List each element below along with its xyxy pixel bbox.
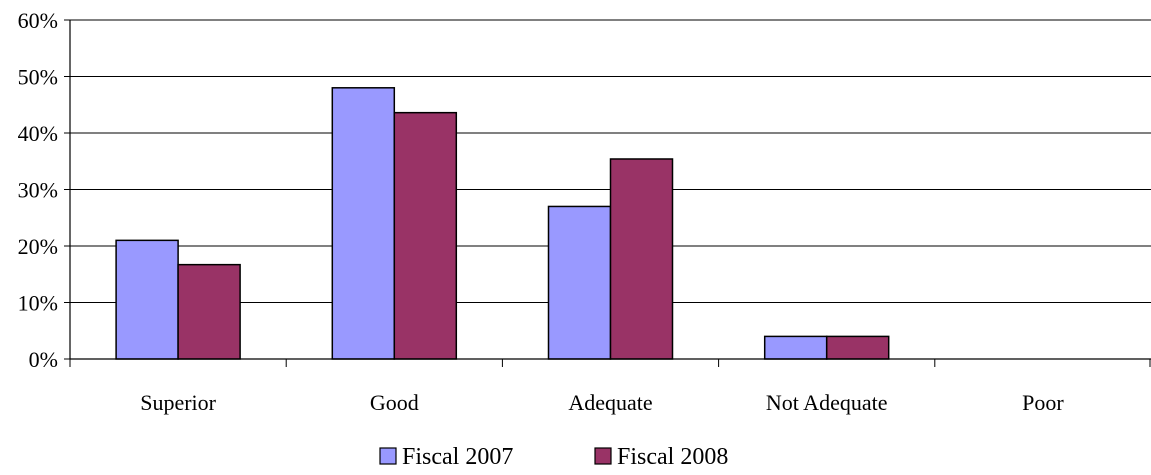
bar-fiscal-2007 — [115, 239, 179, 360]
legend: Fiscal 2007 Fiscal 2008 — [379, 444, 728, 470]
bar-fiscal-2008 — [825, 335, 890, 360]
legend-swatch — [379, 447, 397, 465]
axes — [69, 20, 1151, 367]
x-axis-labels: Superior Good Adequate Not Adequate Poor — [140, 390, 1064, 415]
bar-fiscal-2007 — [547, 205, 612, 360]
x-tick-label: Adequate — [568, 390, 652, 415]
bar-fiscal-2007 — [763, 335, 828, 360]
bar-fiscal-2008 — [393, 111, 458, 360]
legend-label: Fiscal 2008 — [617, 444, 728, 470]
y-tick-label: 0% — [29, 347, 58, 372]
y-tick-label: 20% — [18, 234, 58, 259]
bar-fiscal-2008 — [609, 158, 674, 360]
bars — [115, 87, 890, 360]
bar-fiscal-2008 — [177, 263, 241, 360]
y-tick-label: 40% — [18, 121, 58, 146]
x-tick-label: Poor — [1022, 390, 1064, 415]
y-tick-label: 10% — [18, 291, 58, 316]
x-tick-label: Not Adequate — [766, 390, 888, 415]
bar-fiscal-2007 — [331, 87, 396, 360]
x-tick-label: Superior — [140, 390, 216, 415]
y-tick-label: 30% — [18, 178, 58, 203]
y-tick-label: 60% — [18, 8, 58, 33]
legend-label: Fiscal 2007 — [402, 444, 513, 470]
y-tick-label: 50% — [18, 65, 58, 90]
legend-swatch — [594, 447, 612, 465]
y-axis-ticks: 0% 10% 20% 30% 40% 50% 60% — [18, 8, 70, 372]
x-tick-label: Good — [370, 390, 419, 415]
